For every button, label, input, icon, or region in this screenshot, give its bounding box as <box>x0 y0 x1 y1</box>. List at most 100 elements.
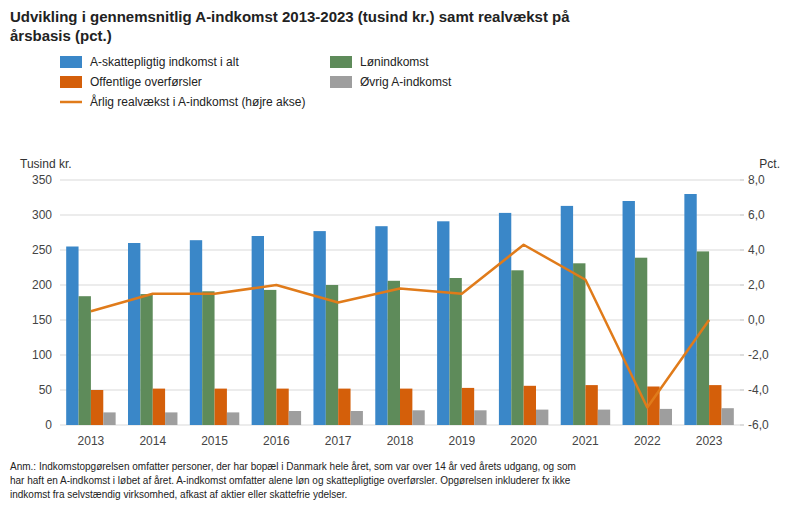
bar <box>400 389 412 425</box>
y2-tick <box>740 425 744 426</box>
bar <box>536 410 548 425</box>
y-axis-label: Tusind kr. <box>20 157 72 171</box>
bar <box>585 385 597 425</box>
bar <box>227 412 239 425</box>
bar <box>264 290 276 425</box>
bar <box>351 411 363 425</box>
grid-line <box>60 180 740 181</box>
y2-tick <box>740 390 744 391</box>
chart: Udvikling i gennemsnitlig A-indkomst 201… <box>0 0 800 531</box>
bar <box>375 226 387 425</box>
y2-axis-label: Pct. <box>759 157 780 171</box>
bar <box>140 294 152 425</box>
bar <box>623 201 635 425</box>
text-line: årsbasis (pct.) <box>10 27 112 44</box>
bar <box>165 412 177 425</box>
legend: A-skattepligtig indkomst i alt Lønindkoms… <box>60 55 452 109</box>
y2-tick-label: 0,0 <box>748 313 765 327</box>
bar <box>412 410 424 425</box>
bar <box>79 296 91 425</box>
bar <box>684 194 696 425</box>
bar <box>721 408 733 425</box>
bar <box>524 386 536 425</box>
y2-tick-label: 8,0 <box>748 173 765 187</box>
bar <box>289 411 301 425</box>
bar <box>190 240 202 425</box>
y-tick-label: 0 <box>45 418 52 432</box>
x-tick-label: 2015 <box>201 434 228 448</box>
y2-tick <box>740 355 744 356</box>
x-tick-label: 2017 <box>325 434 352 448</box>
y2-tick <box>740 320 744 321</box>
legend-swatch <box>60 56 82 68</box>
text-line: indkomst fra selvstændig virksomhed, afk… <box>10 489 347 500</box>
bar <box>153 389 165 425</box>
x-tick-label: 2013 <box>78 434 105 448</box>
y2-tick <box>740 285 744 286</box>
bar <box>449 278 461 425</box>
background <box>0 0 800 531</box>
legend-label: Øvrig A-indkomst <box>360 75 452 89</box>
x-tick-label: 2018 <box>387 434 414 448</box>
bar <box>388 281 400 425</box>
x-tick-label: 2016 <box>263 434 290 448</box>
bar <box>697 251 709 425</box>
text-line: har haft en A-indkomst i løbet af året. … <box>10 475 571 486</box>
y2-tick-label: 4,0 <box>748 243 765 257</box>
legend-swatch <box>60 101 82 104</box>
y-tick-label: 150 <box>32 313 52 327</box>
bar <box>437 221 449 425</box>
legend-swatch <box>60 76 82 88</box>
bar <box>128 243 140 425</box>
bar <box>462 388 474 425</box>
y-tick-label: 300 <box>32 208 52 222</box>
bar <box>635 258 647 425</box>
bar <box>499 213 511 425</box>
x-tick-label: 2022 <box>634 434 661 448</box>
legend-swatch <box>330 76 352 88</box>
bar <box>313 231 325 425</box>
x-tick-label: 2014 <box>139 434 166 448</box>
bar <box>91 390 103 425</box>
bar <box>215 389 227 425</box>
legend-swatch <box>330 56 352 68</box>
y2-tick <box>740 215 744 216</box>
bar <box>598 410 610 425</box>
bar <box>474 410 486 425</box>
x-tick-label: 2020 <box>510 434 537 448</box>
x-tick-label: 2019 <box>448 434 475 448</box>
y2-tick-label: -2,0 <box>748 348 769 362</box>
y-tick-label: 200 <box>32 278 52 292</box>
y2-tick <box>740 180 744 181</box>
bar <box>338 389 350 425</box>
y-tick-label: 50 <box>39 383 53 397</box>
line <box>91 245 709 408</box>
x-tick-label: 2021 <box>572 434 599 448</box>
bar <box>66 247 78 426</box>
bar <box>660 409 672 425</box>
bar <box>511 270 523 425</box>
grid-line <box>60 215 740 216</box>
y2-tick-label: -4,0 <box>748 383 769 397</box>
legend-label: A-skattepligtig indkomst i alt <box>90 55 239 69</box>
y-tick-label: 250 <box>32 243 52 257</box>
grid-line <box>60 250 740 251</box>
y2-tick-label: 6,0 <box>748 208 765 222</box>
y2-tick-label: 2,0 <box>748 278 765 292</box>
bar <box>561 206 573 425</box>
legend-label: Lønindkomst <box>360 55 429 69</box>
bar <box>573 263 585 425</box>
bar <box>709 385 721 425</box>
bar <box>252 236 264 425</box>
y2-tick <box>740 250 744 251</box>
text-line: Anm.: Indkomstopgørelsen omfatter person… <box>10 461 576 472</box>
legend-label: Offentlige overførsler <box>90 75 202 89</box>
x-tick-label: 2023 <box>696 434 723 448</box>
y-tick-label: 350 <box>32 173 52 187</box>
footnote: Anm.: Indkomstopgørelsen omfatter person… <box>10 461 576 500</box>
bar <box>326 285 338 425</box>
plot-area <box>66 194 734 425</box>
title: Udvikling i gennemsnitlig A-indkomst 201… <box>10 8 570 44</box>
y2-tick-label: -6,0 <box>748 418 769 432</box>
bar <box>103 412 115 425</box>
